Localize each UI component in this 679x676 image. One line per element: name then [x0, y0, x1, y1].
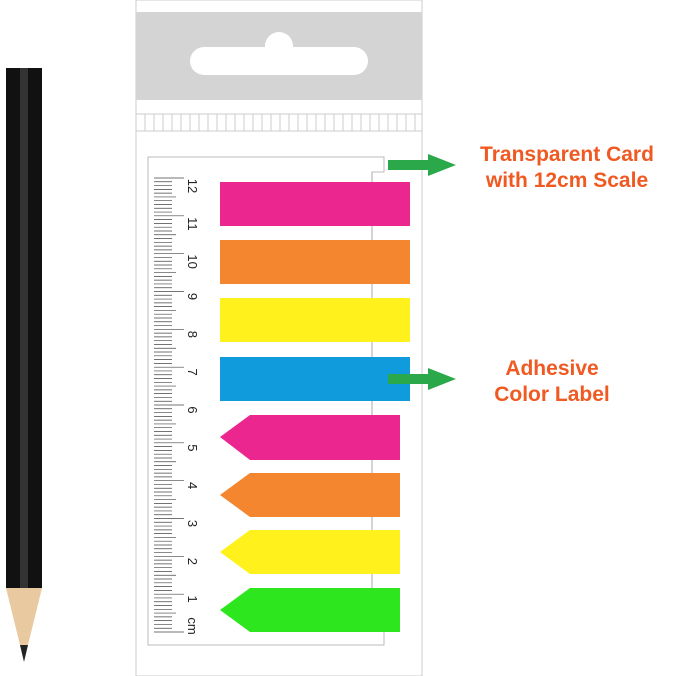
ruler-number: 7: [185, 369, 200, 376]
arrow-flag-orange: [220, 473, 400, 517]
callout-transparent-card: Transparent Card with 12cm Scale: [462, 142, 672, 194]
ruler-number: 2: [185, 558, 200, 565]
flag-strips: [220, 182, 410, 632]
callout-text: Adhesive: [505, 357, 599, 380]
ruler-number: 5: [185, 444, 200, 451]
ruler-number: 11: [185, 217, 200, 231]
ruler-number: 6: [185, 406, 200, 413]
callout-text: Color Label: [494, 383, 610, 406]
callout-arrow-card: [388, 154, 456, 176]
arrow-flag-green: [220, 588, 400, 632]
ruler-number: 9: [185, 293, 200, 300]
flag-orange: [220, 240, 410, 284]
ruler-number: 10: [185, 254, 200, 268]
callout-arrow-label: [388, 368, 456, 390]
pencil: [6, 68, 42, 662]
ruler-number: 1: [185, 596, 200, 603]
arrow-flag-pink: [220, 415, 400, 460]
hang-hole: [190, 47, 368, 75]
flag-yellow: [220, 298, 410, 342]
callout-text: with 12cm Scale: [485, 169, 649, 192]
callout-adhesive-label: Adhesive Color Label: [462, 356, 642, 408]
flag-blue: [220, 357, 410, 401]
ruler-number: 3: [185, 520, 200, 527]
flag-pink: [220, 182, 410, 226]
ruler-unit-label: cm: [185, 617, 200, 634]
arrow-flag-yellow: [220, 530, 400, 574]
ruler-number: 4: [185, 482, 200, 489]
callout-text: Transparent Card: [480, 143, 654, 166]
ruler-number: 12: [185, 179, 200, 193]
ruler-number: 8: [185, 331, 200, 338]
